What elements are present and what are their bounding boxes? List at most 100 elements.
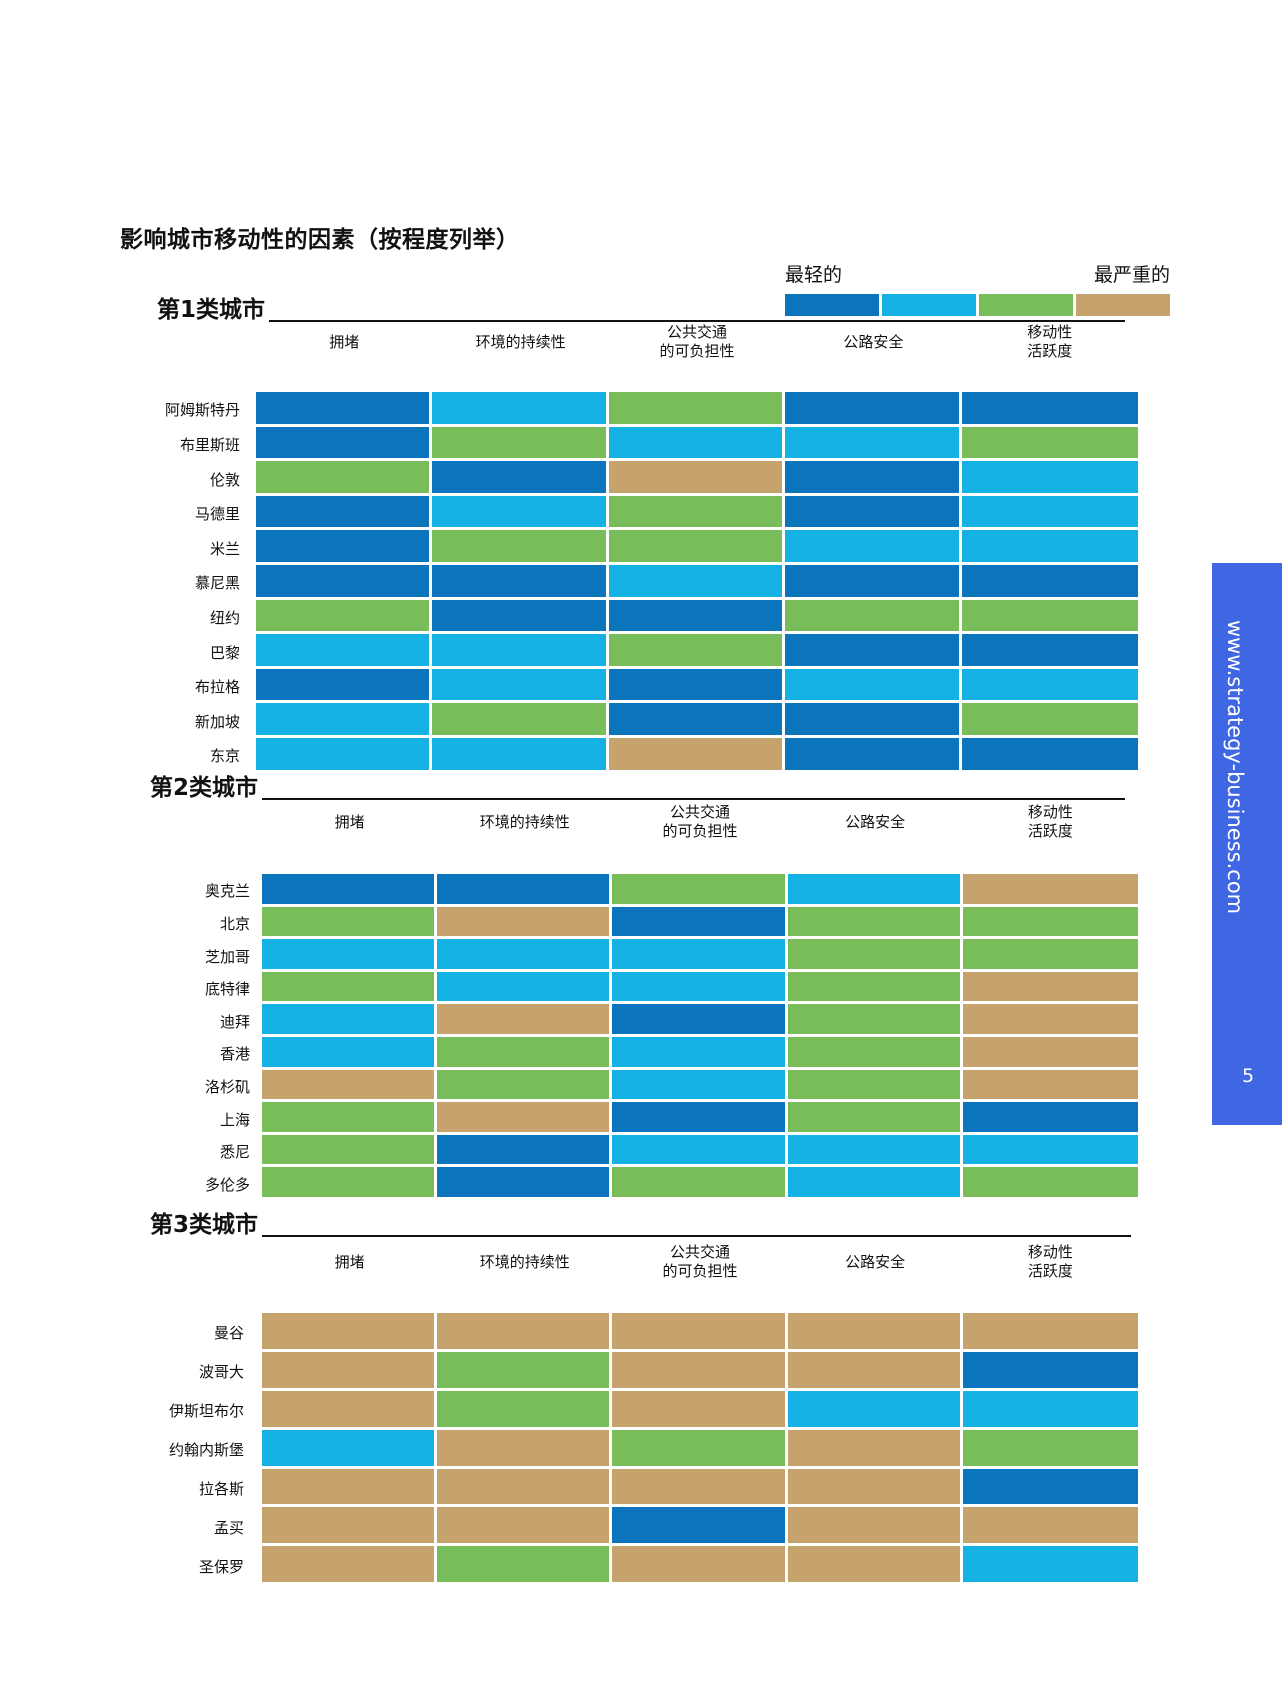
heatmap-cell bbox=[787, 1546, 963, 1586]
column-header: 环境的持续性 bbox=[479, 1252, 570, 1271]
heatmap-cell bbox=[962, 1546, 1138, 1586]
legend-swatch-4 bbox=[1076, 294, 1170, 316]
heatmap-cell bbox=[785, 737, 962, 773]
heatmap-cell bbox=[608, 392, 786, 427]
heatmap-cell bbox=[262, 1351, 438, 1391]
heatmap-row bbox=[262, 1546, 1138, 1586]
heatmap-cell bbox=[256, 737, 433, 773]
city-label: 洛杉矶 bbox=[204, 1077, 250, 1096]
heatmap-cell bbox=[262, 906, 438, 940]
heatmap-cell bbox=[256, 668, 433, 704]
heatmap-row bbox=[262, 874, 1138, 907]
heatmap-cell bbox=[612, 1507, 788, 1547]
heatmap-cell bbox=[787, 1102, 963, 1135]
city-label: 芝加哥 bbox=[204, 947, 250, 966]
heatmap-cell bbox=[785, 530, 962, 565]
heatmap-cell bbox=[961, 737, 1138, 773]
heatmap-cell bbox=[787, 1134, 963, 1168]
heatmap-cell bbox=[437, 1313, 613, 1352]
heatmap-cell bbox=[608, 634, 786, 669]
heatmap-cell bbox=[785, 703, 962, 738]
heatmap-cell bbox=[612, 874, 788, 907]
heatmap-row bbox=[262, 1069, 1138, 1103]
heatmap-cell bbox=[256, 426, 433, 462]
heatmap-cell bbox=[785, 461, 962, 496]
column-header: 公路安全 bbox=[845, 812, 906, 831]
heatmap-cell bbox=[961, 703, 1138, 738]
heatmap-cell bbox=[437, 1069, 613, 1103]
heatmap-cell bbox=[785, 599, 962, 635]
chart-title: 影响城市移动性的因素（按程度列举） bbox=[120, 227, 520, 253]
heatmap-row bbox=[256, 530, 1138, 565]
city-label: 波哥大 bbox=[198, 1363, 244, 1382]
heatmap-row bbox=[262, 906, 1138, 940]
heatmap-cell bbox=[432, 634, 609, 669]
heatmap-cell bbox=[432, 737, 609, 773]
city-label: 布拉格 bbox=[194, 678, 240, 697]
heatmap-cell bbox=[787, 1390, 963, 1430]
heatmap-row bbox=[262, 971, 1138, 1005]
column-header: 拥堵 bbox=[329, 332, 360, 351]
legend-swatch-2 bbox=[882, 294, 976, 316]
heatmap-cell bbox=[962, 1004, 1138, 1037]
heatmap-cell bbox=[256, 392, 433, 427]
heatmap-cell bbox=[262, 1313, 438, 1352]
heatmap-cell bbox=[608, 737, 786, 773]
heatmap-cell bbox=[962, 1313, 1138, 1352]
heatmap-cell bbox=[608, 461, 786, 496]
tier-title: 第2类城市 bbox=[150, 775, 259, 801]
legend-swatch-1 bbox=[785, 294, 879, 316]
city-label: 伦敦 bbox=[209, 470, 240, 489]
heatmap-cell bbox=[787, 1468, 963, 1508]
heatmap-cell bbox=[961, 530, 1138, 565]
heatmap-cell bbox=[437, 971, 613, 1005]
heatmap-cell bbox=[612, 906, 788, 940]
page-number: 5 bbox=[1241, 1065, 1255, 1087]
heatmap-cell bbox=[962, 971, 1138, 1005]
heatmap-cell bbox=[608, 530, 786, 565]
city-label: 新加坡 bbox=[194, 712, 240, 731]
heatmap-cell bbox=[608, 495, 786, 531]
heatmap-cell bbox=[961, 495, 1138, 531]
city-label: 奥克兰 bbox=[204, 882, 250, 901]
heatmap-row bbox=[256, 495, 1138, 531]
heatmap-cell bbox=[961, 461, 1138, 496]
heatmap-grid bbox=[262, 874, 1138, 1200]
heatmap-cell bbox=[262, 1102, 438, 1135]
heatmap-cell bbox=[961, 392, 1138, 427]
heatmap-cell bbox=[787, 971, 963, 1005]
tier-title: 第3类城市 bbox=[150, 1212, 259, 1238]
heatmap-row bbox=[262, 1102, 1138, 1135]
city-label: 底特律 bbox=[204, 980, 250, 999]
heatmap-cell bbox=[961, 634, 1138, 669]
heatmap-cell bbox=[785, 426, 962, 462]
heatmap-cell bbox=[785, 392, 962, 427]
heatmap-cell bbox=[262, 1429, 438, 1469]
heatmap-row bbox=[262, 1351, 1138, 1391]
heatmap-cell bbox=[787, 906, 963, 940]
heatmap-cell bbox=[962, 1036, 1138, 1070]
city-label: 纽约 bbox=[209, 608, 240, 627]
city-label: 上海 bbox=[219, 1110, 250, 1129]
heatmap-cell bbox=[612, 1546, 788, 1586]
city-label: 北京 bbox=[219, 914, 250, 933]
heatmap-row bbox=[256, 634, 1138, 669]
heatmap-row bbox=[256, 703, 1138, 738]
heatmap-cell bbox=[962, 1390, 1138, 1430]
heatmap-cell bbox=[262, 1036, 438, 1070]
heatmap-cell bbox=[612, 1351, 788, 1391]
heatmap-cell bbox=[962, 1069, 1138, 1103]
heatmap-cell bbox=[785, 495, 962, 531]
heatmap-cell bbox=[962, 1134, 1138, 1168]
heatmap-cell bbox=[962, 906, 1138, 940]
heatmap-cell bbox=[612, 1429, 788, 1469]
heatmap-grid bbox=[256, 392, 1138, 773]
heatmap-cell bbox=[437, 1102, 613, 1135]
heatmap-cell bbox=[787, 874, 963, 907]
heatmap-cell bbox=[787, 1004, 963, 1037]
heatmap-cell bbox=[256, 599, 433, 635]
heatmap-cell bbox=[437, 1507, 613, 1547]
city-label: 拉各斯 bbox=[198, 1480, 244, 1499]
heatmap-grid bbox=[262, 1313, 1138, 1586]
heatmap-cell bbox=[432, 392, 609, 427]
